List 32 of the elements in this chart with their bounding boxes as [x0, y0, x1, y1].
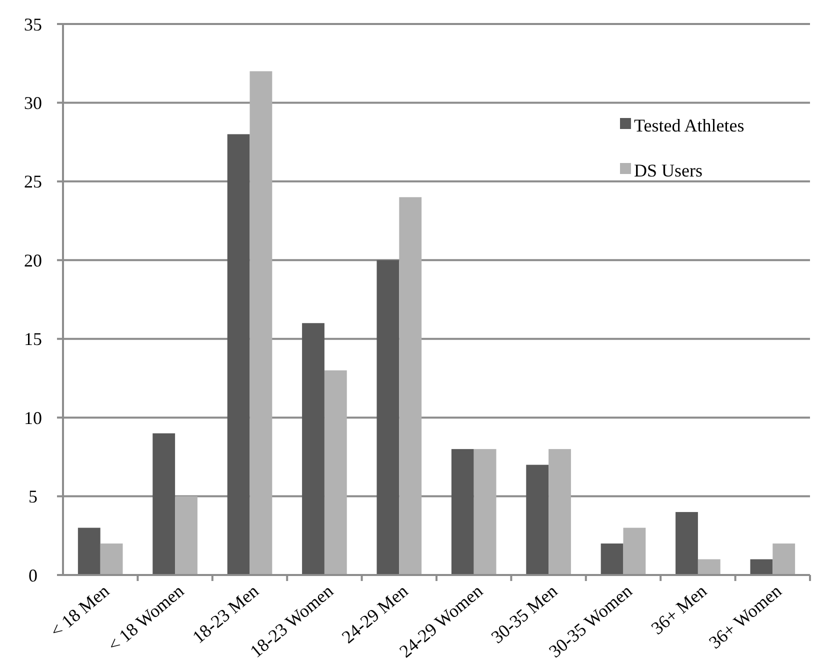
x-tick-label: < 18 Men: [46, 580, 113, 642]
bar: [399, 197, 422, 575]
bar: [623, 528, 646, 575]
bar: [324, 370, 347, 575]
y-tick-label: 0: [28, 565, 38, 586]
bar: [175, 496, 198, 575]
bar: [451, 449, 474, 575]
bar: [676, 512, 698, 575]
bar: [750, 559, 773, 575]
y-tick-label: 35: [24, 14, 42, 34]
bar: [474, 449, 496, 575]
bar: [376, 260, 400, 575]
x-tick-label: 36+ Men: [647, 580, 711, 638]
y-tick-label: 25: [24, 172, 42, 192]
bar: [302, 323, 324, 575]
bar: [78, 528, 100, 575]
bar: [152, 433, 176, 575]
y-tick-label: 15: [24, 329, 42, 350]
bar: [526, 464, 549, 575]
bar: [250, 71, 272, 575]
bar: [227, 134, 250, 575]
y-tick-label: 5: [28, 486, 38, 507]
bar: [600, 544, 624, 575]
bar: [548, 449, 571, 575]
bar: [698, 559, 720, 575]
bar: [772, 544, 796, 575]
y-tick-label: 30: [24, 93, 42, 114]
legend-label: DS Users: [634, 160, 703, 180]
legend-label: Tested Athletes: [634, 115, 744, 136]
y-tick-label: 20: [24, 250, 42, 270]
y-tick-label: 10: [24, 408, 42, 428]
bar: [100, 544, 123, 575]
